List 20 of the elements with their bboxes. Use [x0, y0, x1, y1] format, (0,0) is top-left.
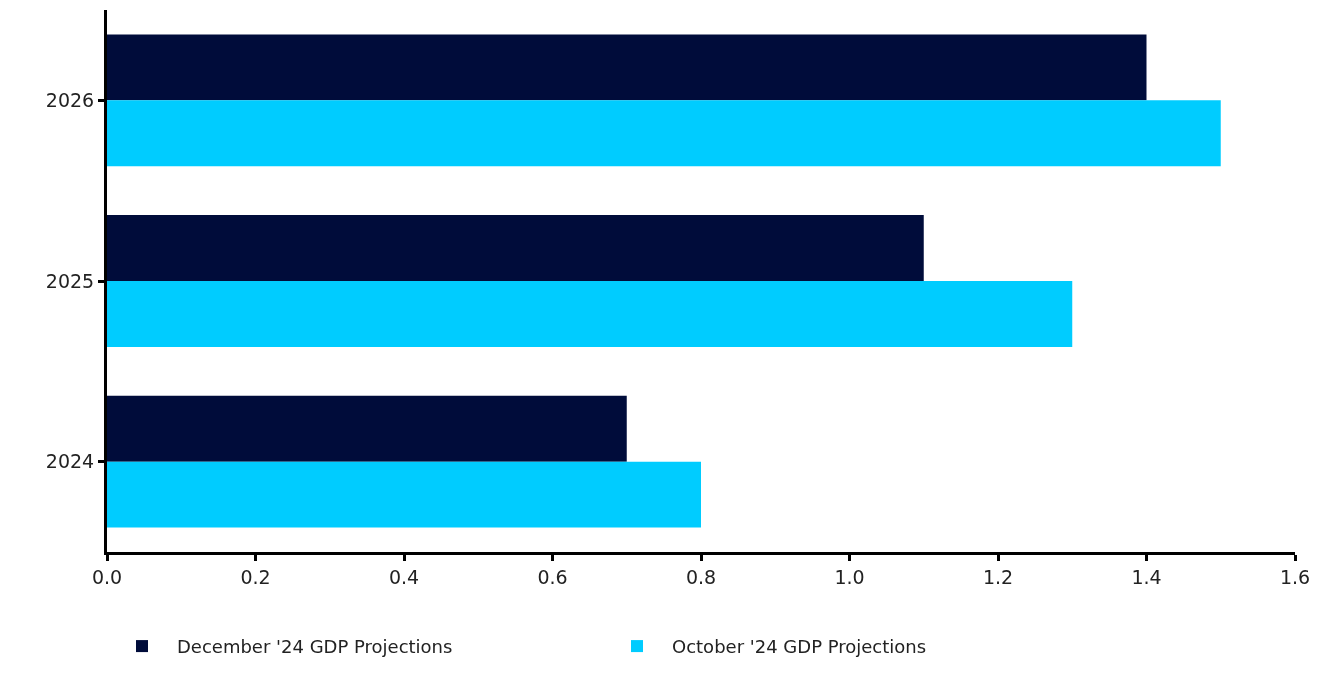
- bar: [107, 34, 1147, 101]
- legend-label: December '24 GDP Projections: [177, 636, 453, 658]
- bar: [107, 461, 701, 528]
- bar: [107, 215, 924, 281]
- bar: [107, 395, 627, 462]
- y-tick-label: 2024: [45, 450, 95, 473]
- x-tick-label: 1.6: [1279, 565, 1311, 588]
- x-tick-label: 0.6: [537, 565, 568, 588]
- x-tick-label: 1.0: [834, 565, 865, 588]
- x-tick-label: 0.0: [91, 565, 123, 588]
- x-tick-label: 0.2: [240, 565, 271, 588]
- x-tick-label: 1.2: [982, 565, 1014, 588]
- x-tick-label: 1.4: [1131, 565, 1162, 588]
- legend-label: October '24 GDP Projections: [672, 636, 927, 658]
- y-tick-label: 2026: [45, 88, 95, 111]
- bar: [107, 100, 1221, 167]
- bar: [107, 281, 1073, 347]
- x-tick-label: 0.8: [685, 565, 717, 588]
- x-tick-label: 0.4: [388, 565, 420, 588]
- y-tick-label: 2025: [45, 269, 95, 292]
